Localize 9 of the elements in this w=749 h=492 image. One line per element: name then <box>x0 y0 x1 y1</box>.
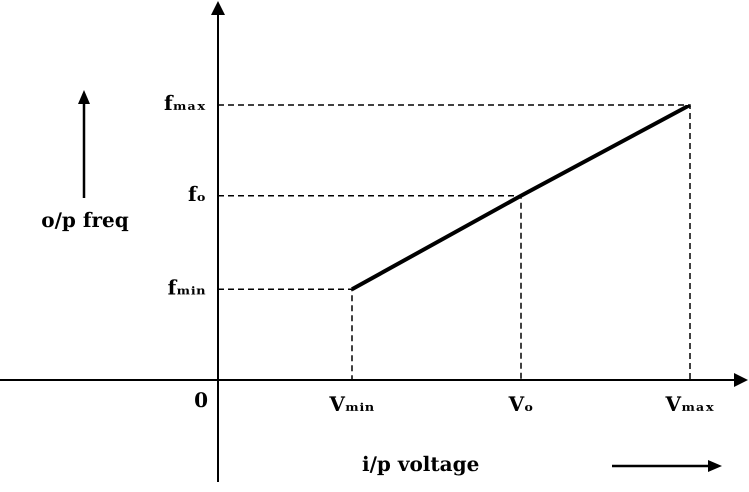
y-axis-title: o/p freq <box>41 208 129 232</box>
text: fₘᵢₙ <box>168 275 206 300</box>
x-tick-label: Vₘᵢₙ <box>328 392 375 416</box>
x-axis-title: i/p voltage <box>362 452 480 476</box>
text: 0 <box>194 388 208 412</box>
x-tick-label: Vₘₐₓ <box>664 392 714 416</box>
text: fₒ <box>188 182 206 206</box>
text: fₘₐₓ <box>164 91 206 116</box>
x-tick-label: Vₒ <box>508 392 534 416</box>
